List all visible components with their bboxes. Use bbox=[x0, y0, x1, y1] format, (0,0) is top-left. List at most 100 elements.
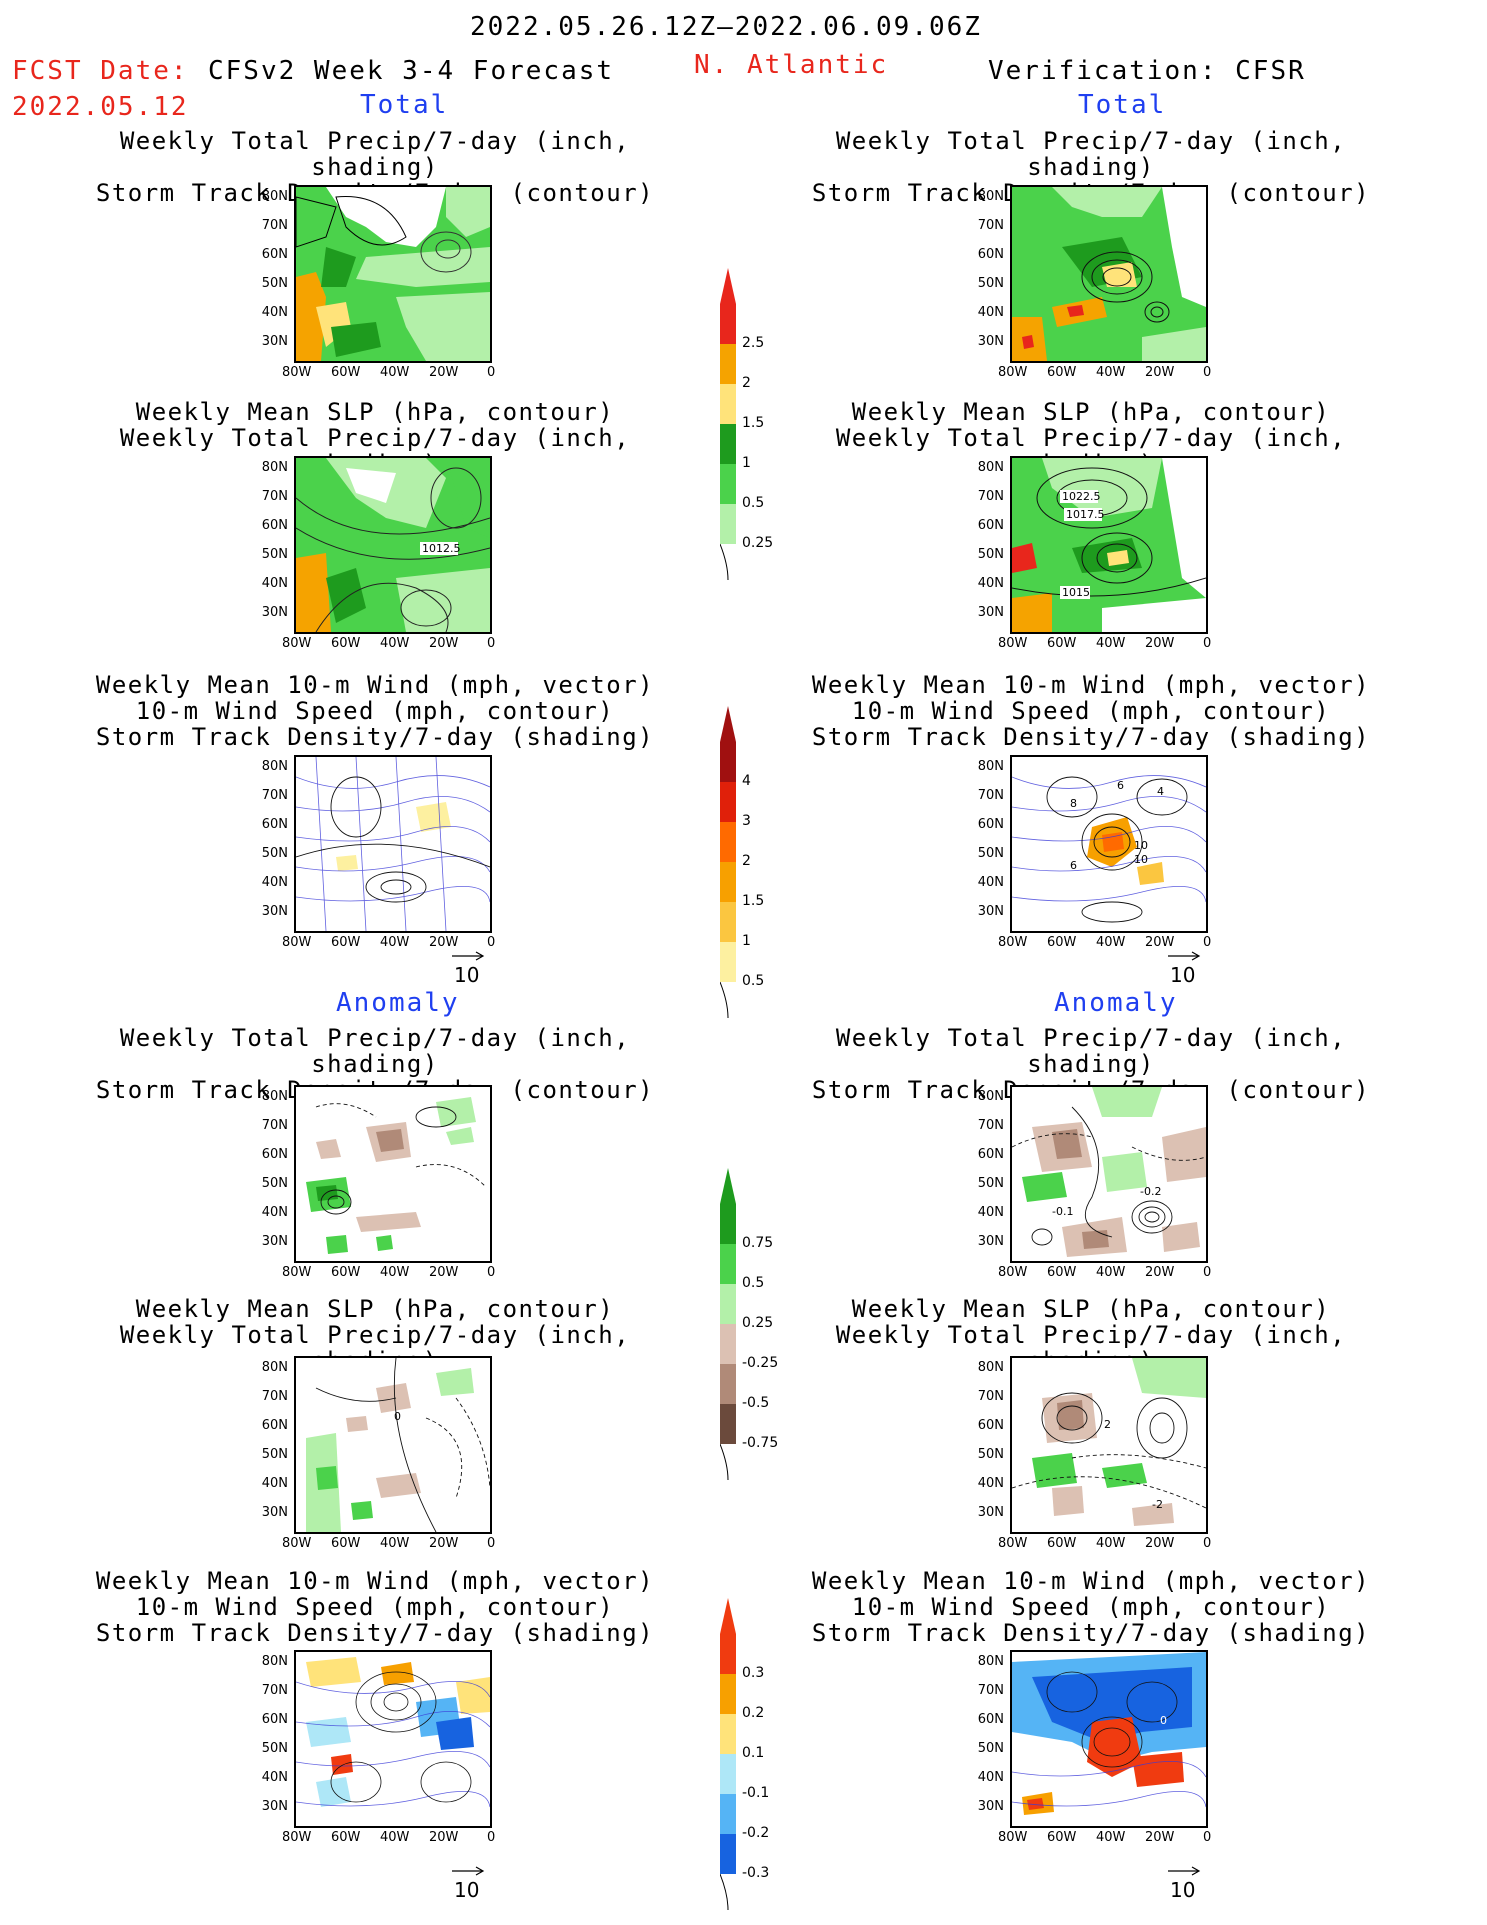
lon-tick-label: 80W bbox=[998, 1536, 1028, 1551]
fcst-date-label: FCST Date: bbox=[12, 56, 189, 86]
lat-tick-label: 40N bbox=[977, 576, 1004, 591]
colorbar-label: -0.5 bbox=[742, 1395, 770, 1411]
lat-tick-label: 70N bbox=[977, 489, 1004, 504]
colorbar-label: 1.5 bbox=[742, 415, 765, 431]
colorbar-swatch bbox=[720, 424, 736, 464]
contour-label: -0.2 bbox=[1140, 1185, 1161, 1198]
lat-tick-label: 70N bbox=[977, 1389, 1004, 1404]
vector-ref-value: 10 bbox=[1170, 1878, 1196, 1902]
contour-label: 10 bbox=[1134, 839, 1148, 852]
contour-label: 10 bbox=[1134, 853, 1148, 866]
lon-tick-label: 80W bbox=[998, 365, 1028, 380]
colorbar-swatch bbox=[720, 1754, 736, 1794]
colorbar-cap bbox=[720, 1168, 736, 1204]
colorbar-label: 1 bbox=[742, 455, 751, 471]
lon-tick-label: 80W bbox=[998, 1265, 1028, 1280]
lat-tick-label: 60N bbox=[261, 1418, 288, 1433]
lon-tick-label: 80W bbox=[998, 1830, 1028, 1845]
contour-label: 2 bbox=[1104, 1418, 1111, 1431]
lon-tick-label: 40W bbox=[1096, 1536, 1126, 1551]
title-line: Weekly Mean 10-m Wind (mph, vector) bbox=[811, 1567, 1371, 1595]
colorbar-swatch bbox=[720, 1404, 736, 1444]
colorbar-swatch bbox=[720, 1324, 736, 1364]
lon-tick-label: 60W bbox=[331, 1265, 361, 1280]
colorbar-swatch bbox=[720, 902, 736, 942]
lon-tick-label: 0 bbox=[1203, 636, 1212, 651]
lon-tick-label: 60W bbox=[331, 935, 361, 950]
lon-tick-label: 20W bbox=[1145, 935, 1175, 950]
forecast-name: CFSv2 Week 3-4 Forecast bbox=[208, 56, 615, 86]
colorbar-track_anom bbox=[720, 1598, 736, 1911]
section-anomaly-left: Anomaly bbox=[336, 988, 460, 1018]
lat-tick-label: 30N bbox=[261, 904, 288, 919]
colorbar-tail bbox=[720, 981, 729, 1019]
contour-label: -0.1 bbox=[1052, 1205, 1073, 1218]
lon-tick-label: 80W bbox=[998, 636, 1028, 651]
lat-tick-label: 80N bbox=[261, 189, 288, 204]
lon-tick-label: 60W bbox=[331, 365, 361, 380]
panel-title-precip-track-anom-right: Weekly Total Precip/7-day (inch, shading… bbox=[776, 1025, 1406, 1103]
arrow-right-icon bbox=[1168, 1866, 1201, 1876]
panel-title-slp-precip-anom-right: Weekly Mean SLP (hPa, contour) Weekly To… bbox=[776, 1296, 1406, 1374]
lon-tick-label: 80W bbox=[282, 935, 312, 950]
lat-tick-label: 80N bbox=[977, 1089, 1004, 1104]
colorbar-swatch bbox=[720, 1204, 736, 1244]
lon-tick-label: 80W bbox=[282, 365, 312, 380]
contour-label: 1012.5 bbox=[422, 542, 461, 555]
vector-ref-value: 10 bbox=[1170, 963, 1196, 987]
map-slp-precip-total-left: 1012.5 bbox=[294, 456, 492, 634]
lat-tick-label: 50N bbox=[261, 1741, 288, 1756]
panel-title-slp-precip-total-right: Weekly Mean SLP (hPa, contour) Weekly To… bbox=[776, 399, 1406, 477]
vector-ref-value: 10 bbox=[454, 963, 480, 987]
lat-tick-label: 40N bbox=[977, 1205, 1004, 1220]
lat-tick-label: 30N bbox=[977, 1799, 1004, 1814]
lon-tick-label: 40W bbox=[380, 1536, 410, 1551]
lat-tick-label: 60N bbox=[261, 817, 288, 832]
panel-title-precip-track-total-left: Weekly Total Precip/7-day (inch, shading… bbox=[60, 128, 690, 206]
arrow-right-icon bbox=[452, 1866, 485, 1876]
colorbar-precip_anom bbox=[720, 1168, 736, 1481]
panel-title-wind-track-total-left: Weekly Mean 10-m Wind (mph, vector) 10-m… bbox=[60, 672, 690, 750]
lon-tick-label: 40W bbox=[1096, 935, 1126, 950]
colorbar-label: 0.2 bbox=[742, 1705, 765, 1721]
contour-label: 8 bbox=[1070, 797, 1077, 810]
lat-tick-label: 60N bbox=[261, 247, 288, 262]
map-wind-track-total-right: 6 8 4 10 10 6 bbox=[1010, 755, 1208, 933]
colorbar-swatch bbox=[720, 862, 736, 902]
lon-tick-label: 0 bbox=[487, 1536, 496, 1551]
lat-tick-label: 40N bbox=[261, 1205, 288, 1220]
contour-label: 0 bbox=[1160, 1714, 1167, 1727]
fcst-date-value: 2022.05.12 bbox=[12, 92, 189, 122]
colorbar-cap bbox=[720, 706, 736, 742]
lon-tick-label: 40W bbox=[380, 636, 410, 651]
panel-title-wind-track-total-right: Weekly Mean 10-m Wind (mph, vector) 10-m… bbox=[776, 672, 1406, 750]
lat-tick-label: 30N bbox=[977, 904, 1004, 919]
arrow-right-icon bbox=[452, 951, 485, 961]
panel-title-wind-track-anom-right: Weekly Mean 10-m Wind (mph, vector) 10-m… bbox=[776, 1568, 1406, 1646]
colorbar-label: 0.25 bbox=[742, 535, 774, 551]
lat-tick-label: 70N bbox=[977, 218, 1004, 233]
lon-tick-label: 60W bbox=[331, 1536, 361, 1551]
map-wind-track-anom-right: 0 6 bbox=[1010, 1650, 1208, 1828]
lon-tick-label: 0 bbox=[1203, 1830, 1212, 1845]
colorbar-swatch bbox=[720, 344, 736, 384]
lon-tick-label: 40W bbox=[1096, 636, 1126, 651]
map-wind-track-anom-left bbox=[294, 1650, 492, 1828]
title-line: Storm Track Density/7-day (shading) bbox=[95, 1619, 655, 1647]
colorbar-label: 0.5 bbox=[742, 495, 765, 511]
lat-tick-label: 50N bbox=[261, 1447, 288, 1462]
contour-label: -2 bbox=[1152, 1498, 1163, 1511]
title-line: Weekly Mean SLP (hPa, contour) bbox=[135, 398, 615, 426]
colorbar-label: 0.3 bbox=[742, 1665, 765, 1681]
colorbar-swatch bbox=[720, 782, 736, 822]
map-precip-track-total-right bbox=[1010, 185, 1208, 363]
lat-tick-label: 60N bbox=[977, 1418, 1004, 1433]
lon-tick-label: 40W bbox=[1096, 365, 1126, 380]
lat-tick-label: 70N bbox=[261, 1118, 288, 1133]
lat-tick-label: 60N bbox=[261, 518, 288, 533]
title-line: Storm Track Density/7-day (shading) bbox=[811, 723, 1371, 751]
colorbar-label: 4 bbox=[742, 773, 751, 789]
lon-tick-label: 60W bbox=[1047, 935, 1077, 950]
title-line: 10-m Wind Speed (mph, contour) bbox=[851, 1593, 1331, 1621]
lat-tick-label: 40N bbox=[261, 1770, 288, 1785]
